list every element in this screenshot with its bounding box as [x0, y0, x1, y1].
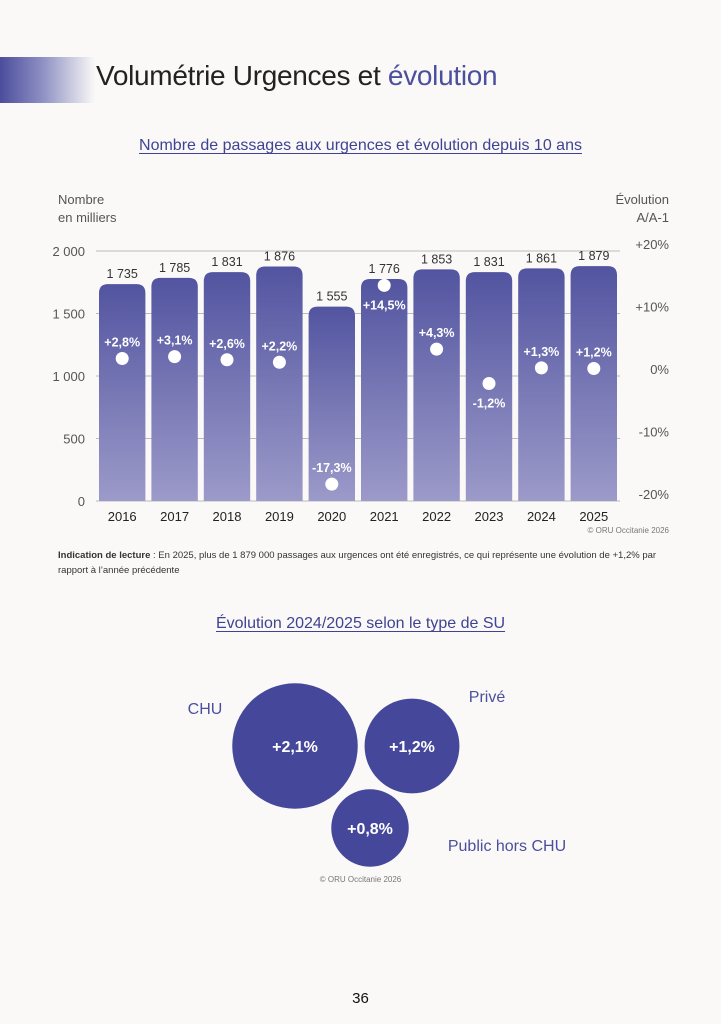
bubble-value-label: +2,1%	[272, 739, 318, 756]
title-accent-band	[0, 57, 95, 103]
bar-value-label: 1 785	[159, 261, 190, 275]
bubble-category-label: CHU	[188, 701, 223, 718]
evolution-dot	[482, 377, 496, 390]
y-tick-label: 0	[78, 494, 85, 509]
bubble	[232, 683, 358, 809]
bar	[151, 277, 198, 501]
evolution-dot	[325, 477, 339, 491]
reading-note: Indication de lecture : En 2025, plus de…	[58, 548, 668, 578]
x-tick-label: 2020	[317, 509, 346, 524]
evolution-dot	[587, 362, 601, 375]
bar	[99, 284, 146, 501]
x-tick-label: 2017	[160, 509, 189, 524]
evolution-dot	[430, 342, 444, 356]
bubble-chart-title: Évolution 2024/2025 selon le type de SU	[215, 615, 506, 632]
bar-value-label: 1 555	[316, 290, 347, 304]
evolution-label: +1,2%	[576, 346, 612, 360]
bar	[361, 279, 408, 501]
y-axis-label-1: Nombre	[58, 192, 105, 207]
bar-chart-title: Nombre de passages aux urgences et évolu…	[139, 137, 582, 154]
bubble-category-label: Privé	[469, 689, 506, 706]
evolution-label: +1,3%	[524, 345, 560, 359]
bar-chart-source: © ORU Occitanie 2026	[587, 526, 669, 535]
bubble-chart-source: © ORU Occitanie 2026	[319, 875, 402, 884]
evolution-label: +14,5%	[363, 298, 406, 312]
bar-value-label: 1 879	[578, 249, 609, 263]
y2-tick-label: -10%	[639, 425, 670, 440]
y-tick-label: 1 000	[52, 369, 85, 384]
page-number: 36	[352, 990, 369, 1007]
evolution-dot	[115, 352, 129, 365]
title-accent: évolution	[387, 60, 498, 91]
bar	[413, 269, 460, 501]
evolution-dot	[272, 355, 286, 369]
x-tick-label: 2022	[422, 509, 451, 524]
evolution-label: +2,8%	[104, 336, 140, 350]
x-tick-label: 2021	[370, 509, 399, 524]
evolution-label: -1,2%	[473, 397, 506, 411]
y-axis-label-2: en milliers	[58, 210, 117, 225]
bubble-category-label: Public hors CHU	[448, 838, 566, 855]
bar-value-label: 1 735	[107, 267, 138, 281]
bubble-chart: +2,1% CHU +1,2% Privé +0,8% Public hors CHU	[188, 683, 566, 867]
bubble	[331, 789, 409, 867]
x-tick-label: 2018	[213, 509, 242, 524]
evolution-label: +2,6%	[209, 337, 245, 351]
bar-value-label: 1 776	[369, 262, 400, 276]
bar	[308, 306, 355, 501]
reading-note-label: Indication de lecture	[58, 550, 151, 561]
bar-value-label: 1 876	[264, 250, 295, 264]
bar-value-label: 1 861	[526, 251, 557, 265]
y2-tick-label: -20%	[639, 487, 670, 502]
bar	[256, 266, 303, 501]
bubble	[364, 698, 460, 794]
evolution-label: -17,3%	[312, 461, 352, 475]
x-tick-label: 2024	[527, 509, 556, 524]
evolution-dot	[377, 278, 391, 292]
bar-value-label: 1 831	[211, 255, 242, 269]
x-tick-label: 2025	[579, 509, 608, 524]
y2-tick-label: 0%	[650, 362, 669, 377]
bar	[518, 268, 565, 501]
page-title: Volumétrie Urgences et évolution	[96, 60, 498, 92]
title-main: Volumétrie Urgences et	[96, 60, 388, 91]
y2-axis-label-1: Évolution	[615, 192, 669, 207]
y-tick-label: 2 000	[52, 244, 85, 259]
y2-tick-label: +20%	[635, 237, 669, 252]
x-tick-label: 2023	[475, 509, 504, 524]
y2-tick-label: +10%	[635, 300, 669, 315]
evolution-label: +2,2%	[262, 339, 298, 353]
y2-axis-label-2: A/A-1	[636, 210, 669, 225]
y-tick-label: 1 500	[52, 307, 85, 322]
bar-chart: 0 500 1 000 1 500 2 000 -20% -10% 0% +10% +20% 1 7…	[52, 237, 670, 524]
bubble-value-label: +1,2%	[389, 739, 435, 756]
x-tick-label: 2019	[265, 509, 294, 524]
x-tick-label: 2016	[108, 509, 137, 524]
bar	[203, 272, 251, 501]
evolution-label: +3,1%	[157, 334, 193, 348]
bar	[570, 266, 617, 501]
bar-value-label: 1 853	[421, 252, 452, 266]
bubble-value-label: +0,8%	[347, 821, 393, 838]
y-tick-label: 500	[63, 432, 85, 447]
reading-note-text: : En 2025, plus de 1 879 000 passages au…	[58, 550, 657, 576]
bar-value-label: 1 831	[473, 255, 504, 269]
evolution-dot	[534, 361, 548, 375]
evolution-dot	[168, 350, 182, 364]
evolution-dot	[220, 353, 234, 367]
evolution-label: +4,3%	[419, 326, 455, 340]
